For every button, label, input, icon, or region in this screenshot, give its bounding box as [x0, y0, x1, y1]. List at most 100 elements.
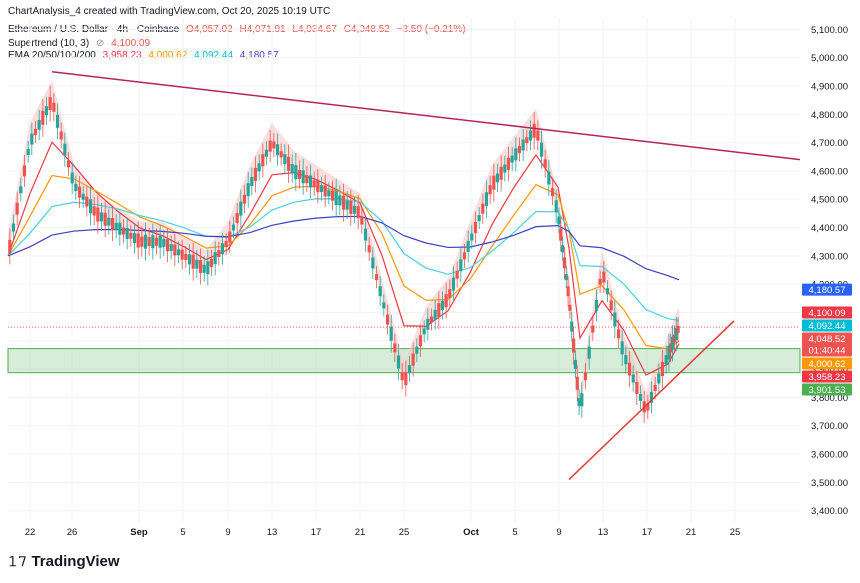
candle-body — [74, 183, 78, 191]
candle-body — [59, 131, 63, 140]
x-tick-label: 13 — [267, 527, 278, 538]
candle-body — [349, 200, 353, 214]
candle-body — [257, 163, 261, 172]
candle-body — [180, 249, 184, 260]
price-label-tag — [802, 332, 852, 357]
candle-body — [129, 232, 133, 239]
y-tick-label: 3,500.00 — [811, 478, 848, 489]
candle-body — [374, 274, 379, 281]
candle-body — [378, 286, 382, 297]
x-tick-label: 13 — [598, 527, 609, 538]
candle-body — [143, 234, 148, 249]
candle-body — [140, 236, 144, 247]
candle-body — [147, 237, 151, 247]
eye-off-icon[interactable]: ⊘ — [95, 38, 105, 49]
candle-body — [55, 114, 60, 128]
candle-body — [290, 164, 294, 174]
x-tick-label: 17 — [642, 527, 653, 538]
price-label: 4,092.44 — [809, 321, 846, 332]
x-tick-label: 9 — [225, 527, 230, 538]
y-tick-label: 3,600.00 — [811, 450, 848, 461]
candle-body — [598, 278, 602, 285]
candle-body — [557, 216, 561, 225]
candle-body — [217, 249, 221, 257]
candle-body — [228, 231, 232, 243]
candle-body — [672, 334, 677, 343]
candle-body — [587, 346, 591, 359]
x-tick-label: 9 — [556, 527, 561, 538]
candle-body — [52, 102, 56, 112]
y-tick-label: 5,100.00 — [811, 25, 848, 36]
candle-body — [19, 186, 23, 194]
candle-body — [591, 325, 595, 333]
price-label: 4,000.62 — [809, 359, 846, 370]
candle-body — [448, 289, 452, 299]
candle-body — [44, 106, 49, 116]
candle-body — [616, 329, 621, 339]
candle-body — [547, 171, 551, 185]
candle-body — [573, 359, 578, 369]
candle-body — [539, 142, 544, 157]
candle-body — [510, 155, 514, 163]
candle-body — [570, 321, 574, 332]
candle-body — [517, 146, 522, 154]
candle-body — [437, 303, 441, 318]
candle-body — [583, 372, 588, 381]
candle-body — [627, 362, 632, 376]
candle-body — [8, 239, 12, 253]
candle-body — [385, 314, 390, 325]
candle-body — [525, 137, 529, 144]
candle-body — [543, 159, 547, 169]
candle-body — [279, 151, 283, 158]
candle-body — [415, 346, 419, 354]
supertrend-label: Supertrend (10, 3) — [8, 38, 90, 49]
ema200-value: 4,180.57 — [239, 50, 279, 61]
candle-body — [66, 160, 71, 168]
candle-body — [440, 300, 445, 310]
candle-body — [620, 341, 624, 355]
candle-body — [532, 123, 536, 138]
ema100-value: 4,092.44 — [194, 50, 234, 61]
candle-body — [264, 149, 269, 157]
ema-label: EMA 20/50/100/200 — [8, 50, 96, 61]
candle-body — [92, 206, 96, 216]
candle-body — [242, 194, 247, 204]
candle-body — [674, 328, 678, 341]
price-label-tag — [802, 383, 852, 396]
candle-body — [286, 156, 291, 171]
ema50-line — [7, 174, 680, 350]
candle-body — [560, 245, 565, 253]
candle-body — [562, 257, 567, 269]
candle-body — [191, 254, 195, 269]
candle-body — [411, 353, 415, 366]
candle-body — [253, 167, 258, 181]
candle-body — [554, 200, 558, 213]
y-tick-label: 4,800.00 — [811, 110, 848, 121]
candle-body — [514, 148, 518, 161]
candle-body — [334, 191, 338, 206]
candle-body — [246, 183, 250, 197]
supertrend-value: 4,100.09 — [111, 38, 151, 49]
candle-body — [209, 258, 214, 267]
candle-body — [400, 372, 404, 381]
price-label: 4,048.52 — [809, 334, 846, 345]
candle-body — [462, 252, 467, 260]
candle-body — [26, 149, 30, 156]
price-label-tag — [802, 306, 852, 319]
candle-body — [220, 243, 225, 255]
candle-body — [176, 249, 181, 256]
x-tick-label: Oct — [463, 527, 480, 538]
candle-body — [297, 169, 302, 179]
candle-body — [239, 201, 243, 216]
candle-body — [367, 245, 371, 253]
candle-body — [649, 391, 654, 403]
candle-body — [99, 212, 104, 222]
candle-body — [602, 271, 606, 283]
candle-body — [88, 199, 93, 214]
candle-body — [389, 326, 393, 341]
candle-body — [165, 239, 170, 252]
candle-body — [125, 227, 129, 239]
x-tick-label: Sep — [130, 527, 148, 538]
y-tick-label: 5,000.00 — [811, 53, 848, 64]
